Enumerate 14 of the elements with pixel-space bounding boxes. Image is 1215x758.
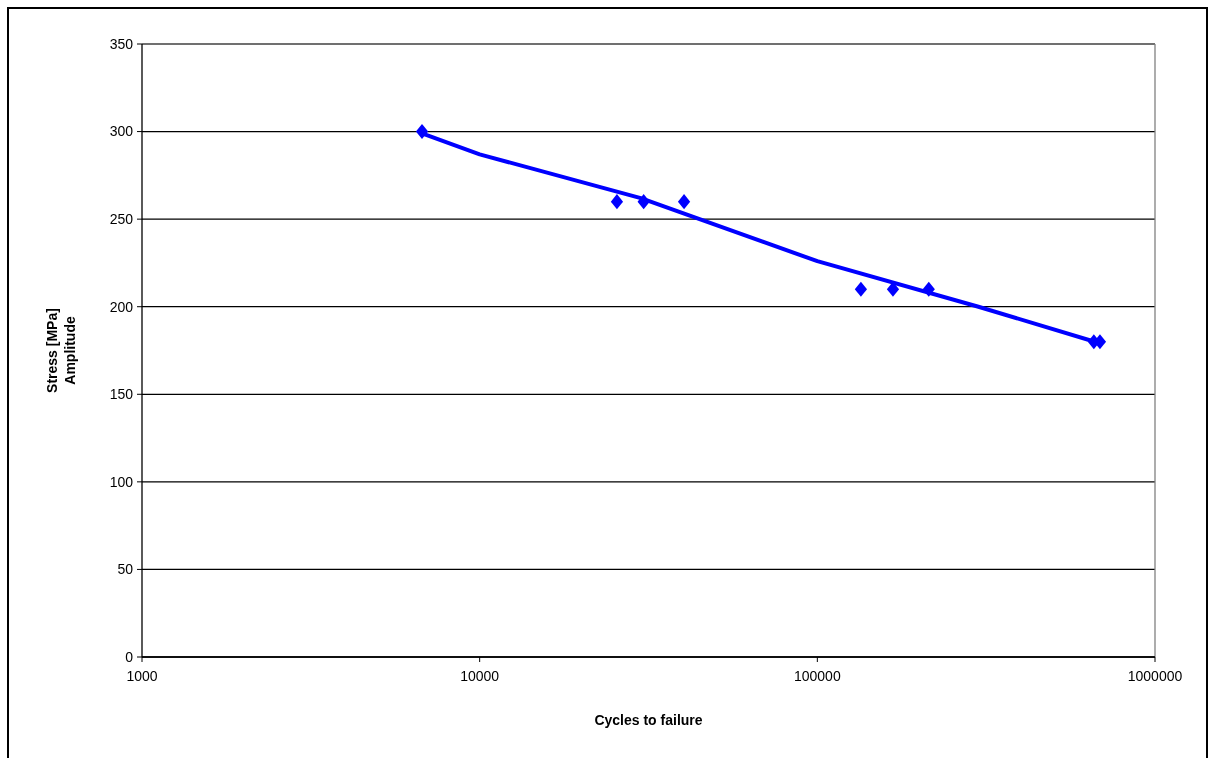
y-tick-label: 50 — [117, 561, 134, 578]
x-tick-label: 10000 — [460, 668, 500, 684]
x-axis-title: Cycles to failure — [594, 712, 703, 728]
y-tick-label: 350 — [109, 35, 134, 52]
y-tick-label: 150 — [109, 386, 134, 403]
y-axis-title: Stress [MPa] Amplitude — [44, 308, 78, 393]
y-tick-label: 100 — [109, 473, 134, 490]
y-tick-label: 250 — [109, 211, 134, 228]
x-tick-label: 1000000 — [1127, 668, 1183, 684]
y-tick-label: 300 — [109, 123, 134, 140]
y-tick-label: 200 — [109, 298, 134, 315]
x-tick-label: 100000 — [793, 668, 841, 684]
y-tick-label: 0 — [125, 648, 134, 665]
x-tick-label: 1000 — [126, 668, 158, 684]
